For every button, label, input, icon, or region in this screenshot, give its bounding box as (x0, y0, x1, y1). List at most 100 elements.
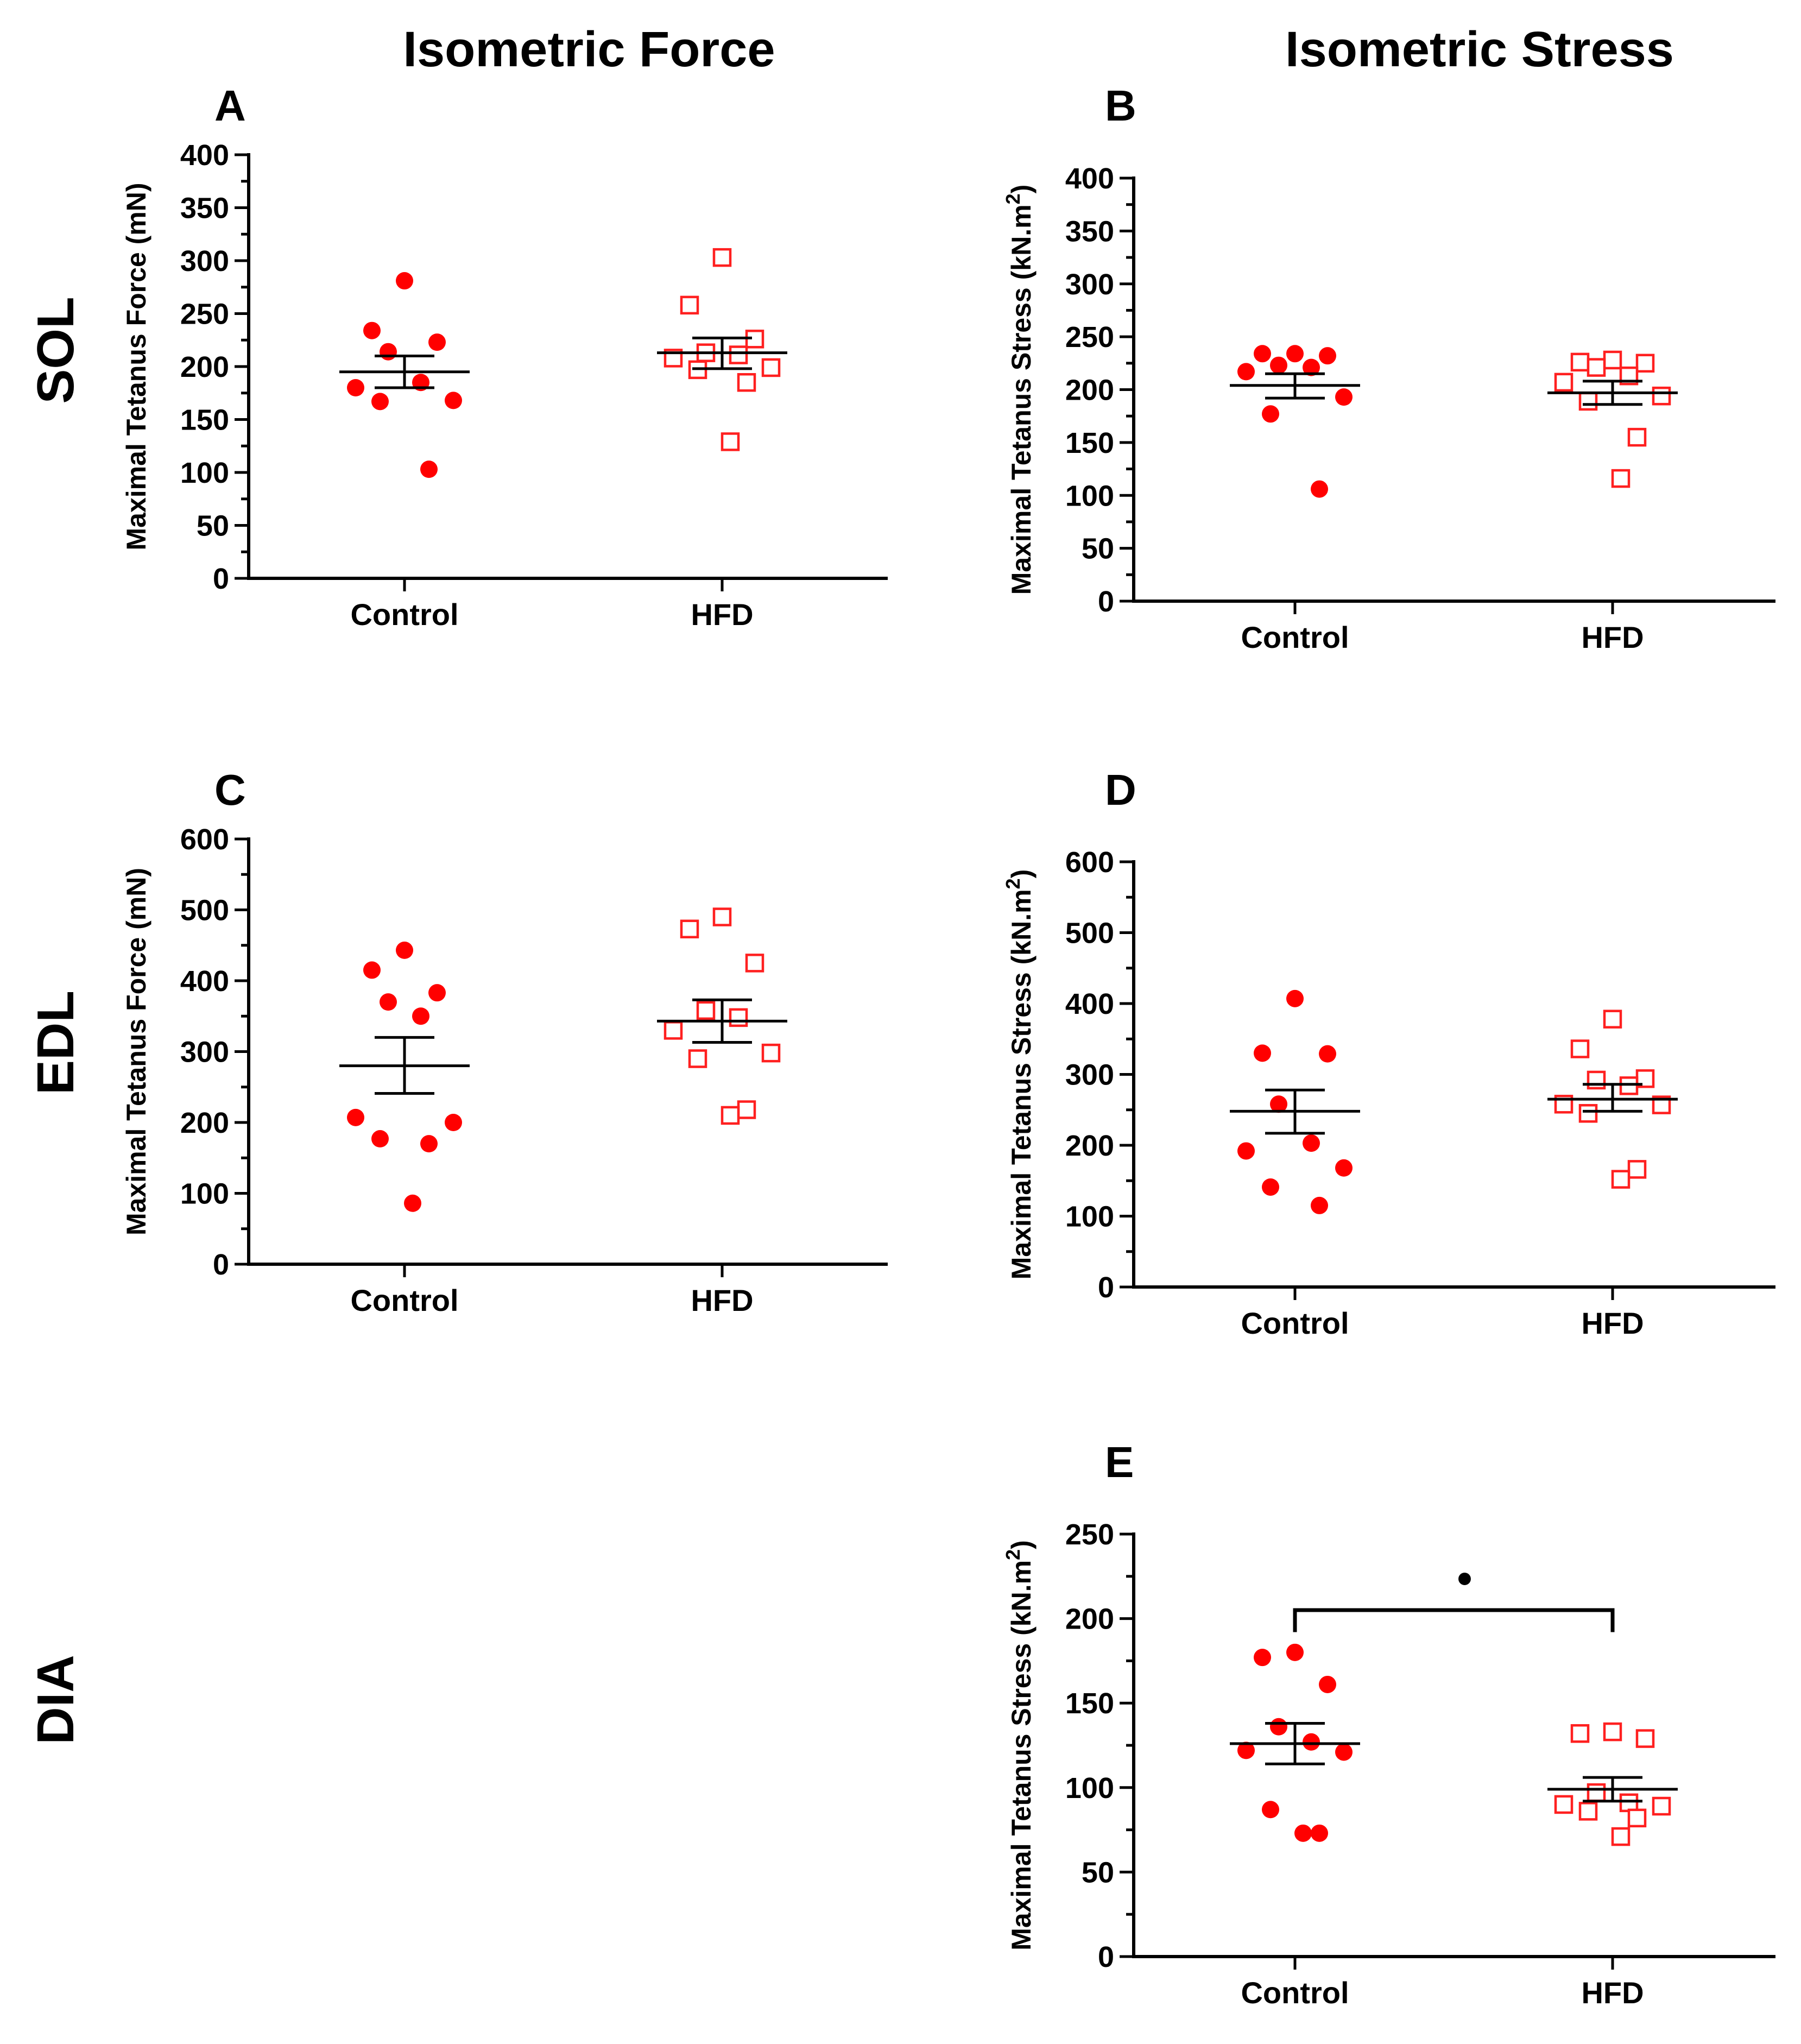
y-tick-label: 350 (180, 192, 229, 225)
y-axis-title: Maximal Tetanus Stress (kN.m2) (1002, 185, 1037, 595)
data-point-control (380, 343, 397, 361)
y-tick-label: 300 (180, 1036, 229, 1069)
data-point-hfd (696, 1001, 716, 1020)
y-tick-label: 0 (1098, 1271, 1114, 1304)
y-tick-label: 400 (1065, 988, 1114, 1020)
data-point-hfd (1587, 1783, 1606, 1802)
series-control (339, 941, 470, 1212)
data-point-control (1286, 345, 1304, 363)
series-control (1230, 345, 1360, 498)
y-tick-label: 250 (1065, 1518, 1114, 1551)
data-point-control (1303, 1134, 1320, 1152)
y-axis-title: Maximal Tetanus Stress (kN.m2) (1002, 1540, 1037, 1950)
y-tick-label: 150 (180, 404, 229, 437)
data-point-hfd (1627, 427, 1647, 447)
data-point-hfd (680, 919, 699, 938)
data-point-control (1262, 405, 1279, 423)
data-point-control (1311, 1196, 1328, 1214)
data-point-hfd (1652, 386, 1671, 406)
data-point-control (1319, 1675, 1336, 1693)
y-tick-label: 400 (180, 139, 229, 172)
y-tick-label: 100 (1065, 480, 1114, 512)
data-point-hfd (1603, 1010, 1622, 1029)
y-tick-label: 500 (180, 894, 229, 927)
data-point-control (1335, 388, 1353, 406)
data-point-control (1335, 1743, 1353, 1761)
data-point-hfd (761, 358, 781, 377)
y-tick-label: 300 (180, 245, 229, 277)
x-tick-label-hfd: HFD (691, 1283, 753, 1317)
data-point-control (1294, 1824, 1312, 1842)
data-point-hfd (1570, 1724, 1590, 1743)
x-tick-label-control: Control (1241, 1306, 1349, 1340)
y-tick-label: 100 (180, 1178, 229, 1210)
y-tick-label: 0 (213, 1248, 229, 1281)
y-tick-label: 250 (180, 298, 229, 331)
data-point-hfd (663, 1021, 683, 1040)
y-tick-label: 150 (1065, 1687, 1114, 1720)
y-tick-label: 100 (1065, 1201, 1114, 1233)
data-point-hfd (745, 954, 764, 973)
data-point-hfd (737, 373, 756, 392)
panel-label-e: E (1105, 1438, 1134, 1486)
data-point-control (1254, 1044, 1271, 1062)
data-point-hfd (1619, 1793, 1639, 1813)
y-tick-label: 400 (1065, 162, 1114, 195)
panel-label-d: D (1105, 766, 1136, 814)
y-axis-title: Maximal Tetanus Stress (kN.m2) (1002, 869, 1037, 1279)
data-point-control (363, 961, 381, 979)
data-point-control (1303, 1733, 1320, 1751)
data-point-control (347, 1108, 364, 1126)
data-point-hfd (680, 295, 699, 315)
series-control (1230, 989, 1360, 1214)
row-title-edl: EDL (27, 991, 85, 1095)
data-point-control (1303, 358, 1320, 376)
series-control (339, 272, 470, 478)
y-tick-label: 200 (1065, 374, 1114, 407)
data-point-control (1262, 1801, 1279, 1819)
y-tick-label: 200 (180, 1107, 229, 1139)
x-tick-label-hfd: HFD (1581, 1976, 1644, 2010)
data-point-control (1254, 345, 1271, 363)
data-point-control (396, 941, 413, 959)
data-point-control (371, 393, 389, 411)
panel-a: A 0 50 100 150 200 250 300 350 400 Control HFD Maxim… (121, 81, 888, 632)
data-point-hfd (1635, 354, 1655, 373)
data-point-control (347, 379, 364, 396)
data-point-hfd (1652, 1796, 1671, 1816)
data-point-control (363, 321, 381, 339)
row-title-sol: SOL (27, 296, 85, 403)
data-point-control (428, 333, 446, 351)
data-point-hfd (1578, 1802, 1598, 1821)
data-point-hfd (712, 248, 732, 267)
y-tick-label: 150 (1065, 427, 1114, 459)
data-point-control (371, 1130, 389, 1148)
data-point-control (420, 1135, 438, 1153)
data-point-hfd (1611, 469, 1631, 488)
data-point-control (380, 993, 397, 1011)
data-point-control (1237, 1742, 1255, 1759)
y-tick-label: 250 (1065, 321, 1114, 354)
data-point-control (1270, 356, 1287, 374)
y-tick-label: 0 (1098, 585, 1114, 618)
y-tick-label: 200 (180, 351, 229, 383)
data-point-control (412, 1007, 429, 1025)
data-point-control (1311, 1824, 1328, 1842)
x-tick-label-hfd: HFD (691, 597, 753, 632)
panel-label-b: B (1105, 81, 1136, 130)
data-point-control (1237, 363, 1255, 381)
significance-bracket (1293, 1608, 1615, 1632)
data-point-hfd (721, 432, 740, 451)
y-tick-label: 50 (1082, 1856, 1114, 1889)
series-hfd (657, 248, 787, 451)
data-point-control (1335, 1159, 1353, 1177)
y-tick-label: 300 (1065, 1059, 1114, 1092)
data-point-hfd (1603, 1722, 1622, 1742)
panel-label-c: C (214, 766, 246, 814)
y-tick-label: 50 (1082, 533, 1114, 565)
series-hfd (1547, 1010, 1678, 1189)
data-point-hfd (1587, 1070, 1606, 1090)
data-point-hfd (712, 907, 732, 926)
data-point-hfd (729, 1008, 748, 1027)
